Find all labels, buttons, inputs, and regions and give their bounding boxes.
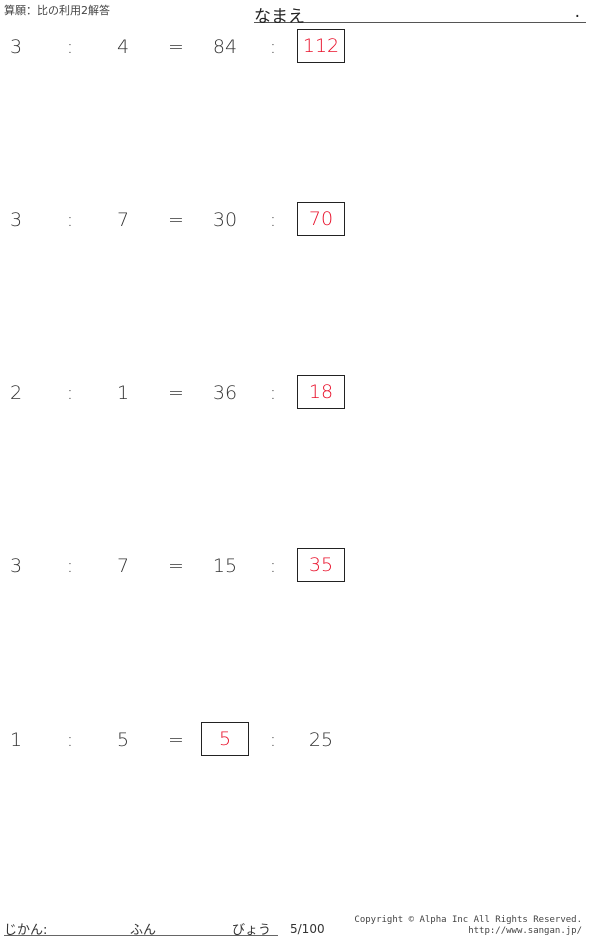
site-url: http://www.sangan.jp/: [468, 926, 582, 936]
equals-sign: =: [168, 209, 184, 231]
ratio-term: 3: [9, 555, 23, 577]
ratio-term: 1: [9, 729, 23, 751]
problem-row: 2:1 = 36:18: [0, 375, 600, 411]
ratio-term: 7: [116, 555, 130, 577]
ratio-term: 7: [116, 209, 130, 231]
worksheet-title: 算願：比の利用2解答: [4, 4, 110, 17]
copyright: Copyright © Alpha Inc All Rights Reserve…: [354, 915, 582, 937]
time-label: じかん:: [4, 923, 48, 938]
equals-sign: =: [168, 555, 184, 577]
page-number: 5/100: [290, 922, 325, 936]
ratio-colon: :: [66, 555, 74, 577]
copyright-text: Copyright © Alpha Inc All Rights Reserve…: [354, 915, 582, 925]
equals-sign: =: [168, 36, 184, 58]
name-field[interactable]: なまえ.: [254, 2, 586, 27]
seconds-label: びょう: [232, 923, 272, 938]
ratio-term: 2: [9, 382, 23, 404]
ratio-term: 1: [116, 382, 130, 404]
ratio-term: 36: [212, 382, 238, 404]
ratio-term: 4: [116, 36, 130, 58]
answer-box: 35: [297, 548, 345, 582]
ratio-term: 30: [212, 209, 238, 231]
problem-row: 3:7 = 15:35: [0, 548, 600, 584]
problem-row: 1:5 = 5:25: [0, 722, 600, 758]
ratio-colon: :: [269, 729, 277, 751]
name-end: .: [574, 2, 580, 22]
ratio-colon: :: [269, 36, 277, 58]
ratio-term: 84: [212, 36, 238, 58]
ratio-term: 3: [9, 209, 23, 231]
answer-box: 112: [297, 29, 345, 63]
ratio-colon: :: [66, 382, 74, 404]
ratio-colon: :: [66, 729, 74, 751]
ratio-colon: :: [66, 36, 74, 58]
time-field: じかん: ふん びょう: [4, 919, 278, 938]
ratio-term: 5: [116, 729, 130, 751]
ratio-colon: :: [269, 555, 277, 577]
ratio-term: 3: [9, 36, 23, 58]
ratio-term: 15: [212, 555, 238, 577]
ratio-colon: :: [66, 209, 74, 231]
minutes-label: ふん: [130, 923, 157, 938]
name-label: なまえ: [254, 7, 305, 27]
equals-sign: =: [168, 382, 184, 404]
answer-box: 70: [297, 202, 345, 236]
answer-box: 5: [201, 722, 249, 756]
ratio-colon: :: [269, 209, 277, 231]
ratio-term: 25: [308, 729, 334, 751]
problem-row: 3:7 = 30:70: [0, 202, 600, 238]
answer-box: 18: [297, 375, 345, 409]
equals-sign: =: [168, 729, 184, 751]
problem-row: 3:4 = 84:112: [0, 29, 600, 65]
ratio-colon: :: [269, 382, 277, 404]
